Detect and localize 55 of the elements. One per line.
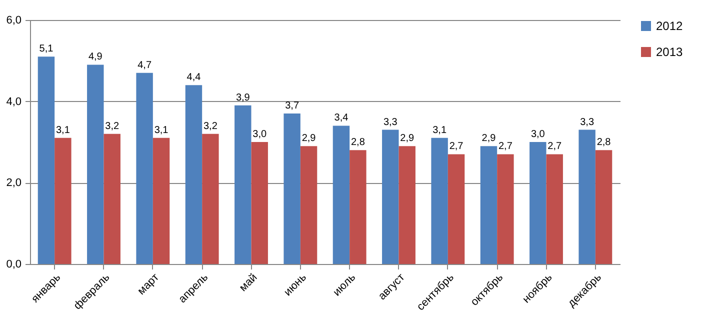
data-label: 2,9 bbox=[302, 133, 316, 144]
bar bbox=[104, 134, 120, 264]
data-label: 2,9 bbox=[400, 133, 414, 144]
bar bbox=[578, 130, 596, 264]
data-label: 4,9 bbox=[88, 52, 103, 63]
y-tick-label: 0,0 bbox=[6, 258, 22, 270]
data-label: 3,3 bbox=[580, 116, 594, 128]
bar bbox=[284, 114, 300, 264]
data-label: 3,1 bbox=[432, 124, 447, 136]
y-tick-label: 4,0 bbox=[6, 96, 22, 108]
bar bbox=[185, 85, 202, 264]
bar bbox=[332, 126, 350, 264]
data-label: 3,0 bbox=[530, 129, 546, 140]
bar bbox=[38, 56, 55, 264]
data-label: 4,7 bbox=[138, 60, 152, 71]
data-label: 4,4 bbox=[186, 72, 202, 84]
data-label: 3,2 bbox=[203, 120, 218, 132]
bar bbox=[202, 134, 219, 264]
data-label: 3,2 bbox=[105, 120, 120, 132]
data-label: 3,0 bbox=[252, 129, 267, 140]
data-label: 2,7 bbox=[449, 141, 464, 152]
bar bbox=[54, 138, 72, 264]
bar bbox=[136, 72, 153, 264]
bar bbox=[234, 105, 252, 264]
x-tick-label: май bbox=[237, 272, 260, 294]
data-label: 2,8 bbox=[596, 137, 612, 148]
data-label: 3,1 bbox=[56, 124, 70, 136]
bar bbox=[448, 154, 465, 264]
bar bbox=[431, 138, 448, 264]
bar bbox=[300, 146, 318, 264]
bar bbox=[152, 138, 170, 264]
bar bbox=[546, 154, 563, 264]
legend-label: 2013 bbox=[656, 45, 684, 59]
bar bbox=[398, 146, 416, 264]
data-label: 3,1 bbox=[154, 124, 169, 136]
bar bbox=[382, 130, 399, 264]
y-tick-label: 2,0 bbox=[6, 177, 22, 190]
bar bbox=[530, 142, 546, 264]
data-label: 2,8 bbox=[350, 137, 366, 148]
bar bbox=[350, 150, 366, 264]
legend-label: 2012 bbox=[656, 19, 684, 33]
data-label: 3,9 bbox=[236, 92, 250, 104]
data-label: 5,1 bbox=[39, 44, 54, 55]
bar bbox=[251, 142, 268, 264]
y-tick-label: 6,0 bbox=[6, 14, 22, 26]
bar bbox=[87, 64, 104, 264]
data-label: 2,9 bbox=[482, 133, 496, 144]
bar bbox=[497, 154, 514, 264]
bar bbox=[595, 150, 612, 264]
data-label: 3,4 bbox=[334, 112, 349, 124]
data-label: 2,7 bbox=[548, 141, 562, 152]
bar bbox=[480, 146, 498, 264]
data-label: 3,3 bbox=[383, 116, 398, 128]
data-label: 2,7 bbox=[498, 141, 513, 152]
data-label: 3,7 bbox=[285, 100, 300, 112]
